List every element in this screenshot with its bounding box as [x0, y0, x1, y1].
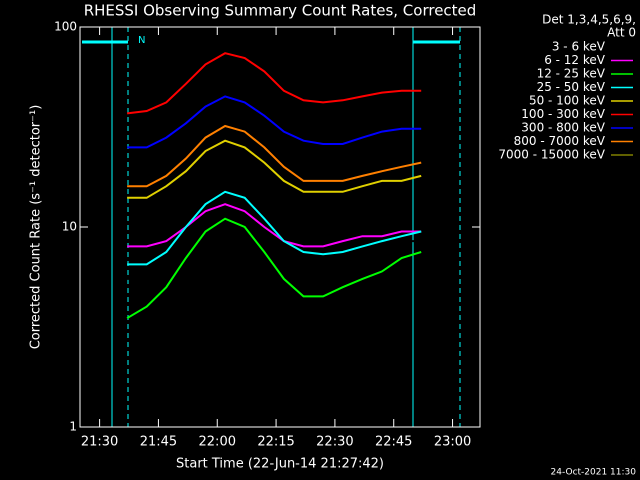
- x-tick-label: 22:30: [316, 435, 353, 450]
- legend-label: 6 - 12 keV: [544, 53, 606, 67]
- x-tick-label: 21:30: [81, 435, 118, 450]
- x-axis-label: Start Time (22-Jun-14 21:27:42): [176, 457, 384, 472]
- legend-label: 25 - 50 keV: [537, 80, 606, 94]
- legend-label: 12 - 25 keV: [537, 67, 606, 81]
- x-tick-label: 21:45: [140, 435, 177, 450]
- legend-title: Att 0: [607, 26, 636, 40]
- y-tick-label: 100: [54, 20, 77, 34]
- x-tick-label: 23:00: [434, 435, 471, 450]
- series-line: [127, 203, 422, 248]
- series-line: [127, 190, 422, 266]
- series-line: [127, 139, 422, 199]
- annotation: N: [138, 35, 145, 46]
- y-tick-label: 10: [62, 220, 77, 234]
- footer: 24-Oct-2021 11:30: [551, 468, 637, 478]
- series-line: [127, 217, 422, 280]
- legend-label: 3 - 6 keV: [552, 40, 606, 54]
- chart-title: RHESSI Observing Summary Count Rates, Co…: [84, 2, 477, 20]
- attenuator-markers: [82, 27, 461, 427]
- series-line: [127, 95, 422, 149]
- legend-label: 50 - 100 keV: [529, 94, 606, 108]
- series-line: [127, 124, 422, 188]
- series-line: [126, 217, 422, 320]
- series-line: [126, 52, 422, 115]
- legend-label: 100 - 300 keV: [521, 107, 605, 121]
- y-tick-label: 1: [69, 420, 77, 434]
- legend-label: 800 - 7000 keV: [514, 134, 606, 148]
- legend-label: 300 - 800 keV: [521, 121, 605, 135]
- legend-title: Det 1,3,4,5,6,9,: [542, 13, 636, 27]
- x-tick-label: 22:00: [199, 435, 236, 450]
- y-axis-label: Corrected Count Rate (s⁻¹ detector⁻¹): [29, 105, 44, 350]
- x-tick-label: 22:45: [375, 435, 412, 450]
- legend-label: 7000 - 15000 keV: [498, 148, 605, 162]
- x-tick-label: 22:15: [257, 435, 294, 450]
